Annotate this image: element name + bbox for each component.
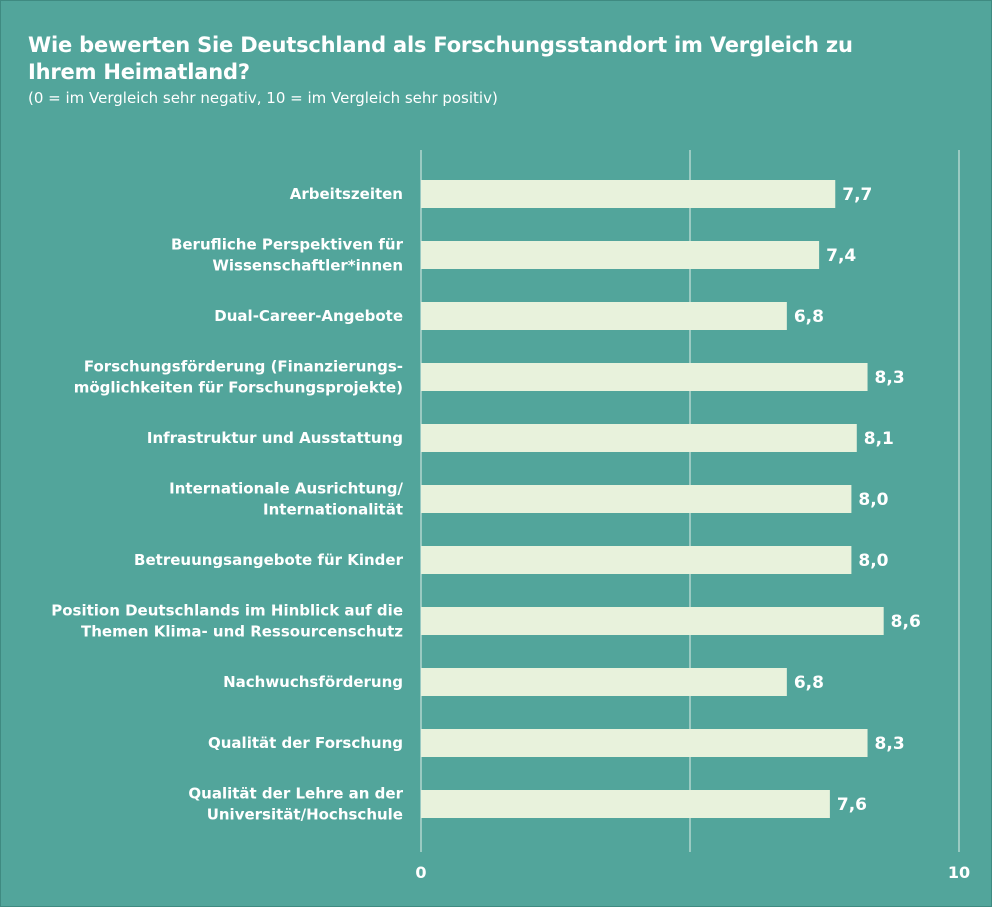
category-label-8: Nachwuchsförderung xyxy=(223,673,403,691)
category-label-4: Infrastruktur und Ausstattung xyxy=(147,429,403,447)
category-label-line: Qualität der Forschung xyxy=(208,734,403,752)
value-label-10: 7,6 xyxy=(837,795,867,815)
value-label-1: 7,4 xyxy=(826,246,856,266)
bar-5 xyxy=(421,485,852,513)
bar-9 xyxy=(421,729,868,757)
value-label-8: 6,8 xyxy=(794,673,824,693)
category-label-line: Infrastruktur und Ausstattung xyxy=(147,429,403,447)
bar-6 xyxy=(421,546,852,574)
category-label-6: Betreuungsangebote für Kinder xyxy=(134,551,404,569)
bar-1 xyxy=(421,241,820,269)
category-label-line: Internationale Ausrichtung/ xyxy=(169,480,403,498)
bar-4 xyxy=(421,424,857,452)
value-label-3: 8,3 xyxy=(875,368,905,388)
category-label-1: Berufliche Perspektiven für Wissenschaftl… xyxy=(171,236,404,275)
value-label-6: 8,0 xyxy=(858,551,888,571)
category-label-0: Arbeitszeiten xyxy=(290,185,403,203)
category-label-9: Qualität der Forschung xyxy=(208,734,403,752)
bars xyxy=(421,180,884,818)
x-tick-label-1: 10 xyxy=(948,863,970,882)
category-label-line: Nachwuchsförderung xyxy=(223,673,403,691)
category-label-line: Universität/Hochschule xyxy=(207,806,403,824)
value-label-4: 8,1 xyxy=(864,429,894,449)
category-label-line: Dual-Career-Angebote xyxy=(214,307,403,325)
category-label-5: Internationale Ausrichtung/International… xyxy=(169,480,403,519)
value-label-9: 8,3 xyxy=(875,734,905,754)
category-label-line: Arbeitszeiten xyxy=(290,185,403,203)
category-label-line: Internationalität xyxy=(263,501,403,519)
value-labels: 7,7 7,4 6,8 8,3 8,1 8,0 8,0 8,6 6,8 8,3 7,6 xyxy=(794,185,921,815)
bar-10 xyxy=(421,790,830,818)
category-label-line: Position Deutschlands im Hinblick auf di… xyxy=(51,602,403,620)
bar-2 xyxy=(421,302,787,330)
value-label-7: 8,6 xyxy=(891,612,921,632)
bar-8 xyxy=(421,668,787,696)
category-label-line: Themen Klima- und Ressourcenschutz xyxy=(81,623,403,641)
category-label-line: Forschungsförderung (Finanzierungs- xyxy=(84,358,403,376)
category-label-7: Position Deutschlands im Hinblick auf di… xyxy=(51,602,403,641)
bar-3 xyxy=(421,363,868,391)
x-axis-ticks: 0 10 xyxy=(415,863,970,882)
category-label-3: Forschungsförderung (Finanzierungs-mögli… xyxy=(74,358,403,397)
category-label-10: Qualität der Lehre an der Universität/Hoc… xyxy=(188,785,403,824)
category-label-line: Berufliche Perspektiven für xyxy=(171,236,404,254)
value-label-0: 7,7 xyxy=(842,185,872,205)
category-labels: Arbeitszeiten Berufliche Perspektiven für… xyxy=(51,185,403,824)
chart-title: Wie bewerten Sie Deutschland als Forschu… xyxy=(28,33,853,84)
category-label-line: möglichkeiten für Forschungsprojekte) xyxy=(74,379,403,397)
x-tick-label-0: 0 xyxy=(415,863,426,882)
chart-subtitle: (0 = im Vergleich sehr negativ, 10 = im … xyxy=(28,89,498,107)
category-label-2: Dual-Career-Angebote xyxy=(214,307,403,325)
category-label-line: Betreuungsangebote für Kinder xyxy=(134,551,404,569)
value-label-5: 8,0 xyxy=(858,490,888,510)
category-label-line: Qualität der Lehre an der xyxy=(188,785,403,803)
bar-0 xyxy=(421,180,836,208)
bar-7 xyxy=(421,607,884,635)
category-label-line: Wissenschaftler*innen xyxy=(212,257,403,275)
value-label-2: 6,8 xyxy=(794,307,824,327)
